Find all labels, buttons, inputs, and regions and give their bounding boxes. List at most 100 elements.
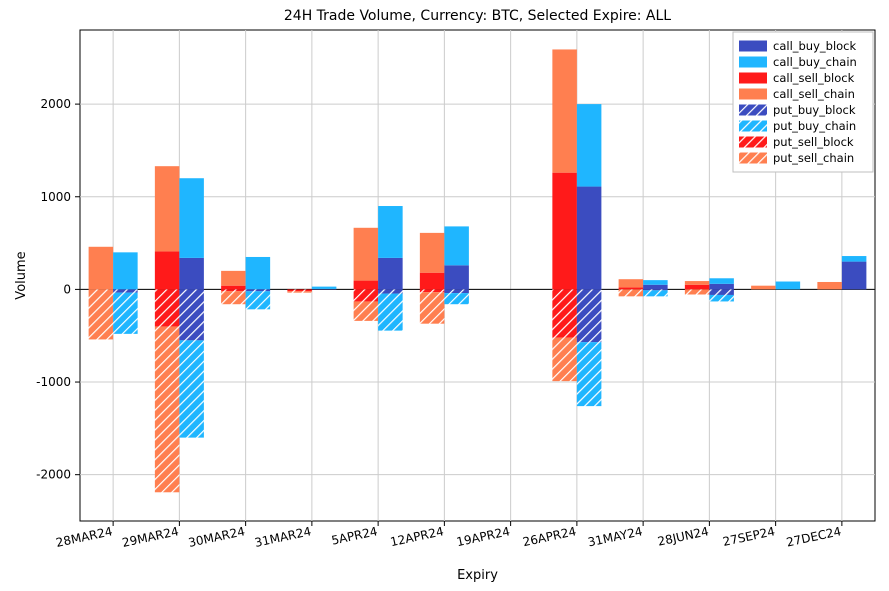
legend-label: call_buy_chain bbox=[773, 55, 857, 69]
bar-call_buy_chain bbox=[577, 104, 602, 186]
bar-put_buy_block bbox=[179, 289, 204, 340]
bar-call_sell_block bbox=[221, 286, 246, 290]
legend-label: call_sell_chain bbox=[773, 87, 855, 101]
bar-call_buy_block bbox=[179, 258, 204, 289]
legend-swatch bbox=[739, 153, 767, 164]
bar-put_sell_block bbox=[354, 289, 379, 301]
bar-put_buy_block bbox=[378, 289, 403, 293]
bar-put_buy_chain bbox=[643, 290, 668, 296]
y-tick-label: 1000 bbox=[40, 190, 71, 204]
x-tick-label: 31MAR24 bbox=[253, 524, 312, 550]
bar-put_sell_chain bbox=[221, 291, 246, 304]
bar-put_buy_chain bbox=[113, 293, 138, 334]
bar-put_buy_chain bbox=[378, 294, 403, 331]
x-tick-label: 5APR24 bbox=[330, 524, 379, 547]
legend: call_buy_block call_buy_chain call_sell_bl… bbox=[733, 32, 873, 172]
y-tick-label: -2000 bbox=[36, 468, 71, 482]
bar-call_buy_block bbox=[842, 262, 867, 290]
chart-svg: -2000 -1000 0 1000 2000 28MAR24 29MAR24 30MAR24… bbox=[0, 0, 889, 591]
bar-call_buy_block bbox=[444, 265, 469, 289]
bar-call_buy_block bbox=[577, 187, 602, 290]
bar-put_buy_chain bbox=[709, 295, 734, 301]
bar-put_buy_block bbox=[643, 289, 668, 290]
bar-call_sell_chain bbox=[619, 279, 644, 287]
bar-call_sell_block bbox=[155, 251, 180, 289]
bar-call_sell_chain bbox=[552, 49, 577, 172]
bar-put_buy_chain bbox=[444, 293, 469, 304]
bar-call_sell_chain bbox=[155, 166, 180, 251]
bar-put_sell_chain bbox=[287, 291, 312, 292]
x-axis-label: Expiry bbox=[457, 568, 498, 583]
bar-call_sell_chain bbox=[221, 271, 246, 286]
x-tick-label: 19APR24 bbox=[455, 524, 511, 549]
bar-put_sell_chain bbox=[89, 289, 114, 339]
bar-call_buy_chain bbox=[246, 257, 271, 289]
bar-call_buy_chain bbox=[842, 256, 867, 262]
bar-call_buy_block bbox=[709, 284, 734, 290]
x-tick-label: 27SEP24 bbox=[722, 524, 777, 549]
bar-put_sell_chain bbox=[420, 292, 445, 323]
bar-call_sell_chain bbox=[89, 247, 114, 290]
bar-put_sell_block bbox=[221, 289, 246, 291]
chart-container: -2000 -1000 0 1000 2000 28MAR24 29MAR24 30MAR24… bbox=[0, 0, 889, 591]
bar-call_buy_chain bbox=[312, 287, 337, 289]
legend-swatch bbox=[739, 73, 767, 84]
bar-call_sell_chain bbox=[354, 228, 379, 281]
bar-put_sell_chain bbox=[552, 338, 577, 382]
y-tick-label: 0 bbox=[63, 282, 71, 296]
chart-title: 24H Trade Volume, Currency: BTC, Selecte… bbox=[284, 8, 671, 24]
bar-put_sell_chain bbox=[155, 326, 180, 492]
legend-swatch bbox=[739, 121, 767, 132]
legend-swatch bbox=[739, 41, 767, 52]
bar-put_sell_block bbox=[420, 289, 445, 292]
legend-label: call_buy_block bbox=[773, 39, 857, 53]
x-tick-label: 30MAR24 bbox=[187, 524, 246, 550]
legend-label: put_sell_block bbox=[773, 135, 854, 149]
bar-put_sell_block bbox=[155, 289, 180, 326]
x-tick-label: 27DEC24 bbox=[785, 524, 842, 549]
bar-put_buy_chain bbox=[179, 340, 204, 437]
bar-call_buy_block bbox=[643, 285, 668, 290]
bar-call_sell_chain bbox=[420, 233, 445, 273]
bar-put_buy_block bbox=[709, 289, 734, 295]
bar-call_buy_chain bbox=[378, 206, 403, 258]
bar-call_sell_chain bbox=[817, 282, 842, 289]
bar-put_buy_block bbox=[577, 289, 602, 342]
legend-swatch bbox=[739, 137, 767, 148]
bar-call_buy_block bbox=[378, 258, 403, 289]
bar-call_sell_block bbox=[420, 273, 445, 290]
bar-call_buy_chain bbox=[444, 226, 469, 265]
bar-call_sell_chain bbox=[751, 286, 776, 290]
bar-put_sell_chain bbox=[619, 289, 644, 296]
legend-swatch bbox=[739, 105, 767, 116]
bar-call_sell_block bbox=[552, 173, 577, 290]
bar-call_buy_chain bbox=[643, 280, 668, 285]
legend-label: call_sell_block bbox=[773, 71, 855, 85]
legend-label: put_buy_chain bbox=[773, 119, 856, 133]
legend-label: put_sell_chain bbox=[773, 151, 854, 165]
legend-swatch bbox=[739, 89, 767, 100]
y-tick-label: -1000 bbox=[36, 375, 71, 389]
bar-put_sell_chain bbox=[685, 289, 710, 294]
bar-put_sell_block bbox=[552, 289, 577, 337]
x-tick-label: 28MAR24 bbox=[55, 524, 114, 550]
bar-put_buy_block bbox=[444, 289, 469, 293]
x-tick-label: 31MAY24 bbox=[587, 524, 644, 549]
x-tick-label: 29MAR24 bbox=[121, 524, 180, 550]
bar-put_buy_chain bbox=[246, 291, 271, 309]
x-tick-label: 28JUN24 bbox=[656, 524, 710, 548]
y-axis-label: Volume bbox=[14, 251, 29, 299]
bar-put_buy_block bbox=[246, 289, 271, 291]
bar-call_buy_chain bbox=[709, 278, 734, 284]
bar-put_buy_chain bbox=[577, 342, 602, 406]
bar-call_buy_chain bbox=[179, 178, 204, 258]
x-tick-label: 26APR24 bbox=[521, 524, 577, 549]
bar-call_sell_block bbox=[619, 288, 644, 290]
bar-call_sell_block bbox=[354, 281, 379, 290]
x-tick-label: 12APR24 bbox=[389, 524, 445, 549]
y-tick-label: 2000 bbox=[40, 97, 71, 111]
legend-label: put_buy_block bbox=[773, 103, 856, 117]
bar-call_sell_chain bbox=[685, 281, 710, 285]
bar-call_sell_block bbox=[685, 285, 710, 290]
bar-call_buy_chain bbox=[776, 282, 801, 290]
